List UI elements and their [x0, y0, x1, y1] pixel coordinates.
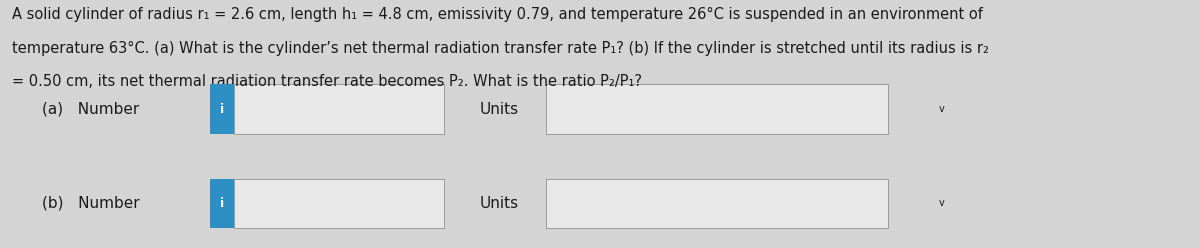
Text: temperature 63°C. (a) What is the cylinder’s net thermal radiation transfer rate: temperature 63°C. (a) What is the cylind…	[12, 41, 989, 56]
FancyBboxPatch shape	[234, 179, 444, 228]
Text: (b)   Number: (b) Number	[42, 196, 139, 211]
Text: i: i	[220, 103, 224, 116]
FancyBboxPatch shape	[210, 84, 234, 134]
FancyBboxPatch shape	[234, 84, 444, 134]
Text: = 0.50 cm, its net thermal radiation transfer rate becomes P₂. What is the ratio: = 0.50 cm, its net thermal radiation tra…	[12, 74, 642, 89]
FancyBboxPatch shape	[210, 179, 234, 228]
Text: v: v	[940, 104, 944, 114]
Text: (a)   Number: (a) Number	[42, 102, 139, 117]
Text: Units: Units	[480, 102, 520, 117]
Text: Units: Units	[480, 196, 520, 211]
FancyBboxPatch shape	[546, 179, 888, 228]
Text: i: i	[220, 197, 224, 210]
Text: v: v	[940, 198, 944, 208]
Text: A solid cylinder of radius r₁ = 2.6 cm, length h₁ = 4.8 cm, emissivity 0.79, and: A solid cylinder of radius r₁ = 2.6 cm, …	[12, 7, 983, 23]
FancyBboxPatch shape	[546, 84, 888, 134]
